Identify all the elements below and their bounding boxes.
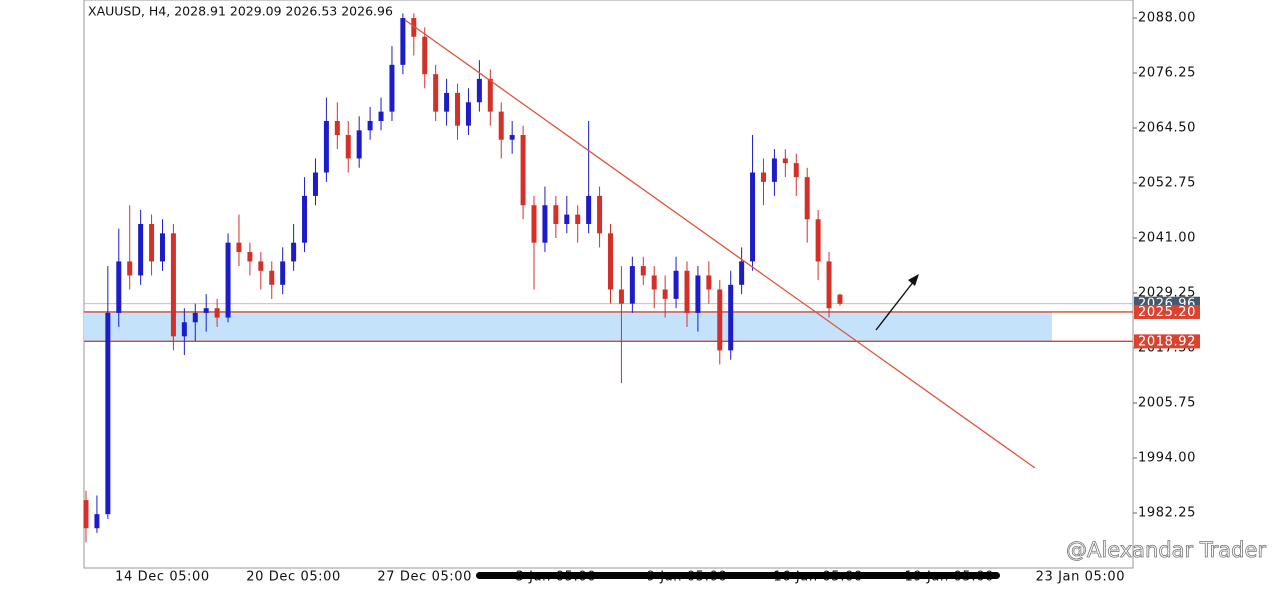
- candle-body: [138, 223, 144, 276]
- candle-body: [312, 172, 318, 196]
- price-tag-label: 2018.92: [1138, 334, 1196, 349]
- candle-body: [105, 312, 111, 515]
- candle-body: [684, 270, 690, 313]
- y-tick-label: 1982.25: [1138, 506, 1196, 521]
- overlay-bar: [476, 572, 1000, 579]
- y-tick-label: 2076.25: [1138, 66, 1196, 81]
- candle-body: [476, 78, 482, 103]
- y-tick-label: 1994.00: [1138, 451, 1196, 466]
- candle-body: [203, 308, 209, 313]
- x-tick-label: 27 Dec 05:00: [377, 570, 472, 585]
- candle-body: [280, 261, 286, 285]
- candle-body: [760, 172, 766, 182]
- candle-body: [826, 261, 832, 309]
- x-tick-label: 20 Dec 05:00: [246, 570, 341, 585]
- candle-body: [651, 275, 657, 290]
- candle-body: [378, 111, 384, 121]
- candle-body: [422, 36, 428, 75]
- candle-body: [520, 135, 526, 206]
- candle-body: [771, 158, 777, 182]
- price-tag: [1134, 334, 1200, 349]
- candle-body: [400, 18, 406, 65]
- y-tick-label: 2052.75: [1138, 176, 1196, 191]
- candle-body: [728, 284, 734, 351]
- candle-body: [225, 242, 231, 318]
- candle-body: [356, 130, 362, 159]
- candle-body: [608, 233, 613, 290]
- candle-body: [575, 214, 581, 224]
- candle-body: [334, 120, 340, 136]
- candle-body: [433, 74, 439, 112]
- candle-body: [673, 270, 679, 299]
- y-tick-label: 2005.75: [1138, 396, 1196, 411]
- candle-body: [411, 18, 417, 37]
- price-tag-label: 2025.20: [1138, 305, 1196, 320]
- arrow-head: [908, 274, 919, 286]
- arrow: [875, 280, 915, 331]
- candle-body: [127, 261, 133, 276]
- candle-body: [465, 102, 471, 126]
- candle-body: [586, 195, 592, 224]
- watermark: @Alexandar Trader: [1066, 538, 1266, 562]
- candle-body: [717, 289, 723, 351]
- y-tick-label: 2088.00: [1138, 11, 1196, 26]
- candle-body: [487, 78, 493, 112]
- candle-body: [509, 135, 515, 140]
- candle-body: [739, 261, 745, 285]
- candle-body: [597, 195, 603, 234]
- candle-body: [662, 289, 668, 299]
- candle-body: [498, 111, 504, 140]
- candle-body: [629, 266, 635, 304]
- candle-body: [116, 261, 122, 313]
- chart-title: XAUUSD, H4, 2028.91 2029.09 2026.53 2026…: [88, 4, 393, 19]
- plot-frame: [83, 0, 1134, 569]
- candle-body: [236, 242, 242, 253]
- x-tick-label: 23 Jan 05:00: [1036, 570, 1126, 585]
- candle-body: [640, 266, 646, 276]
- candle-body: [444, 92, 450, 112]
- candle-body: [367, 120, 373, 131]
- candle-body: [782, 158, 788, 164]
- candle-body: [214, 308, 220, 318]
- candle-body: [302, 195, 308, 243]
- candle-body: [793, 163, 799, 178]
- candle-body: [531, 205, 537, 243]
- candle-body: [804, 177, 810, 220]
- support-zone: [84, 311, 1052, 342]
- price-tag: [1134, 304, 1200, 319]
- candle-body: [695, 275, 701, 313]
- candle-body: [269, 270, 275, 285]
- candle-body: [323, 120, 329, 173]
- candle-body: [291, 242, 297, 262]
- candle-body: [618, 289, 624, 304]
- candle-body: [94, 514, 100, 529]
- candle-body: [192, 312, 198, 323]
- y-tick-label: 2064.50: [1138, 121, 1196, 136]
- candle-body: [149, 223, 155, 262]
- candle-body: [389, 64, 395, 112]
- candle-body: [542, 205, 548, 243]
- candle-body: [258, 261, 264, 271]
- candle-body: [170, 233, 176, 337]
- candle-body: [564, 214, 570, 224]
- candle-body: [83, 500, 89, 529]
- candle-body: [750, 172, 756, 262]
- candle-body: [815, 219, 821, 262]
- candle-body: [181, 322, 187, 337]
- candle-body: [345, 135, 351, 159]
- trend-line: [404, 19, 1036, 469]
- candle-body: [553, 205, 559, 224]
- candle-body: [159, 233, 165, 262]
- candle-body: [837, 294, 843, 304]
- x-tick-label: 14 Dec 05:00: [115, 570, 210, 585]
- candle-body: [247, 252, 253, 262]
- y-tick-label: 2041.00: [1138, 231, 1196, 246]
- candle-body: [706, 275, 712, 290]
- candle-body: [455, 92, 461, 126]
